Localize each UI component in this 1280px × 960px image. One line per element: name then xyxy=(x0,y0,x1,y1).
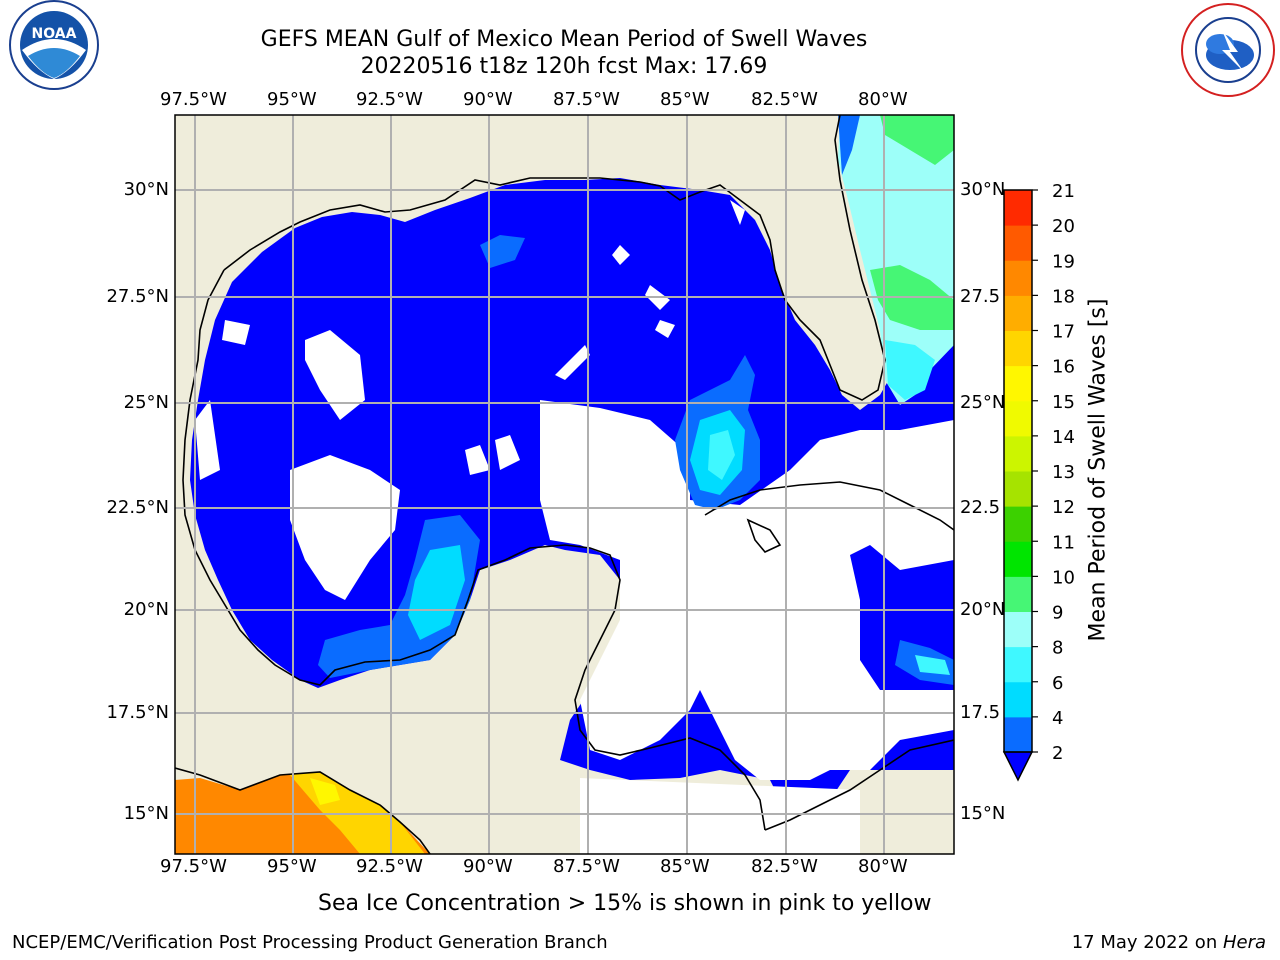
swell-band-6to8 xyxy=(708,430,735,480)
colorbar-tick-label: 19 xyxy=(1052,251,1075,272)
atlantic-swell-region-blue xyxy=(838,115,860,175)
colorbar-segment xyxy=(1004,225,1032,261)
colorbar-tick-label: 16 xyxy=(1052,357,1075,378)
lat-label-left: 20°N xyxy=(123,599,169,620)
colorbar-tick-label: 21 xyxy=(1052,181,1075,202)
lon-label-top: 90°W xyxy=(463,89,513,110)
colorbar-tick-label: 11 xyxy=(1052,532,1075,553)
lon-label-bottom: 95°W xyxy=(267,856,317,877)
lon-label-top: 87.5°W xyxy=(553,89,620,110)
noaa-logo: NOAA xyxy=(9,0,99,90)
colorbar-tick-label: 14 xyxy=(1052,427,1075,448)
colorbar-segment xyxy=(1004,541,1032,577)
lon-label-bottom: 92.5°W xyxy=(356,856,423,877)
sea-ice-caption: Sea Ice Concentration > 15% is shown in … xyxy=(318,891,932,916)
lon-label-top: 95°W xyxy=(267,89,317,110)
lat-label-right: 17.5 xyxy=(960,702,1001,723)
colorbar-extension xyxy=(1002,751,1034,782)
colorbar-tick-label: 9 xyxy=(1052,603,1063,624)
lat-label-left: 17.5°N xyxy=(106,702,169,723)
lat-label-left: 25°N xyxy=(123,392,169,413)
colorbar-segment xyxy=(1004,260,1032,296)
nws-logo xyxy=(1181,3,1275,97)
colorbar-tick-label: 15 xyxy=(1052,392,1075,413)
colorbar-tick-label: 6 xyxy=(1052,673,1063,694)
chart-title: GEFS MEAN Gulf of Mexico Mean Period of … xyxy=(260,27,868,52)
colorbar-segment xyxy=(1004,435,1032,472)
chart-subtitle: 20220516 t18z 120h fcst Max: 17.69 xyxy=(360,54,768,79)
atlantic-swell-region xyxy=(838,115,954,405)
map-area xyxy=(175,115,954,854)
graticule xyxy=(175,115,954,854)
lat-label-right: 25°N xyxy=(960,392,1006,413)
colorbar-segment xyxy=(1004,646,1032,683)
colorbar-tick-label: 4 xyxy=(1052,708,1063,729)
pacific-swell-region-lightyellow xyxy=(310,778,340,805)
colorbar-segment xyxy=(1004,681,1032,718)
lat-label-left: 27.5°N xyxy=(106,286,169,307)
lon-label-bottom: 80°W xyxy=(858,856,908,877)
footer-credit: NCEP/EMC/Verification Post Processing Pr… xyxy=(12,932,608,953)
lat-label-left: 15°N xyxy=(123,803,169,824)
lon-label-bottom: 87.5°W xyxy=(553,856,620,877)
lon-label-bottom: 90°W xyxy=(463,856,513,877)
colorbar-tick-label: 2 xyxy=(1052,743,1063,764)
lat-label-left: 30°N xyxy=(123,179,169,200)
colorbar-segment xyxy=(1004,576,1032,612)
lat-label-right: 22.5 xyxy=(960,497,1001,518)
lat-label-right: 30°N xyxy=(960,179,1006,200)
lon-label-top: 92.5°W xyxy=(356,89,423,110)
colorbar-tick-label: 8 xyxy=(1052,638,1063,659)
colorbar-tick-label: 17 xyxy=(1052,322,1075,343)
colorbar-segment xyxy=(1004,330,1032,367)
swell-band-bay-campeche-inner xyxy=(408,545,465,640)
lat-label-right: 20°N xyxy=(960,599,1006,620)
colorbar-segment xyxy=(1004,506,1032,542)
lon-label-top: 82.5°W xyxy=(751,89,818,110)
lon-label-bottom: 85°W xyxy=(660,856,710,877)
footer-date-text: 17 May 2022 on xyxy=(1071,932,1223,953)
no-data-areas xyxy=(195,200,954,854)
colorbar-segment xyxy=(1004,365,1032,402)
colorbar-tick-label: 13 xyxy=(1052,462,1075,483)
colorbar-segment xyxy=(1004,295,1032,331)
svg-text:NOAA: NOAA xyxy=(32,26,77,42)
colorbar-segment xyxy=(1004,400,1032,437)
lon-label-top: 80°W xyxy=(858,89,908,110)
atlantic-swell-region-cyan xyxy=(885,340,935,400)
colorbar-segment xyxy=(1004,716,1032,753)
lat-label-right: 15°N xyxy=(960,803,1006,824)
colorbar-title: Mean Period of Swell Waves [s] xyxy=(1085,298,1111,642)
swell-band-north-gulf xyxy=(480,235,525,268)
lon-label-top: 85°W xyxy=(660,89,710,110)
lat-label-left: 22.5°N xyxy=(106,497,169,518)
lat-label-right: 27.5 xyxy=(960,286,1001,307)
lon-label-bottom: 82.5°W xyxy=(751,856,818,877)
map-frame xyxy=(174,114,955,855)
colorbar-segment xyxy=(1004,471,1032,507)
colorbar-tick-label: 10 xyxy=(1052,567,1075,588)
colorbar-segment xyxy=(1004,611,1032,648)
colorbar-segment xyxy=(1004,190,1032,226)
colorbar-tick-label: 20 xyxy=(1052,216,1075,237)
footer-date: 17 May 2022 on Hera xyxy=(1072,932,1266,953)
colorbar-tick-label: 18 xyxy=(1052,286,1075,307)
colorbar-tick-label: 12 xyxy=(1052,497,1075,518)
colorbar: 2 4 6 8 9 10 11 12 13 14 15 16 17 18 19 20 21 xyxy=(1002,181,1075,782)
atlantic-swell-region-green xyxy=(870,115,954,330)
lon-label-bottom: 97.5°W xyxy=(160,856,227,877)
lon-label-top: 97.5°W xyxy=(160,89,227,110)
swell-band-caribbean-inner xyxy=(915,655,950,675)
coastlines xyxy=(175,115,954,854)
footer-host: Hera xyxy=(1222,932,1266,953)
